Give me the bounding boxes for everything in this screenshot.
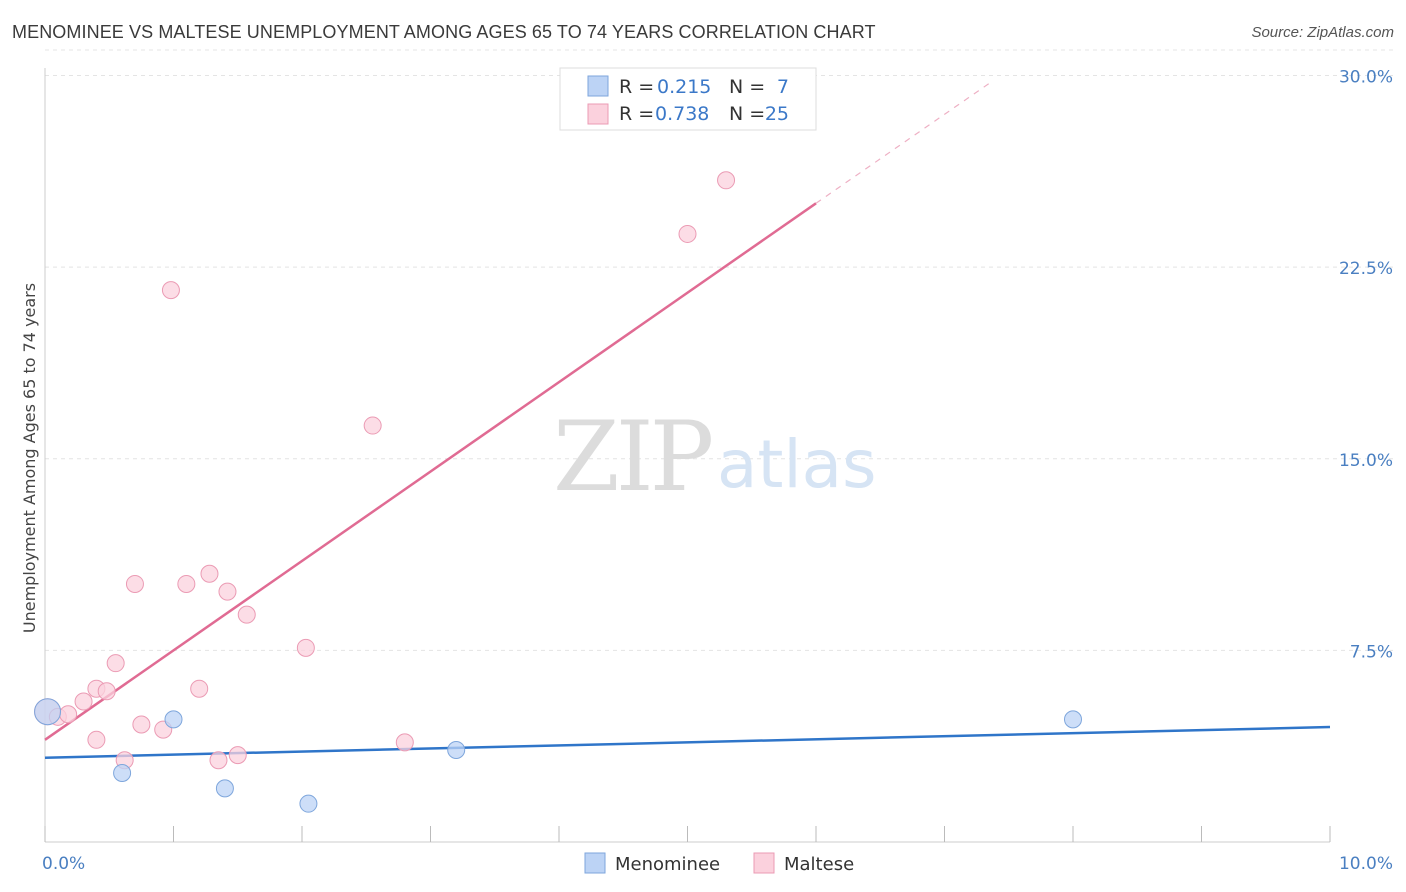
point-menominee: [1064, 710, 1082, 729]
y-tick-label: 30.0%: [1339, 68, 1393, 88]
point-maltese: [106, 654, 125, 673]
chart-title: MENOMINEE VS MALTESE UNEMPLOYMENT AMONG …: [12, 22, 876, 42]
point-maltese: [132, 715, 151, 734]
watermark-zip: ZIP: [553, 401, 712, 513]
point-maltese: [200, 564, 219, 583]
series-legend: Menominee Maltese: [584, 852, 854, 875]
legend-n-label-menominee: N =: [729, 76, 765, 98]
trend-lines: [44, 82, 1331, 759]
point-menominee: [447, 741, 466, 760]
y-axis-label: Unemployment Among Ages 65 to 74 years: [20, 283, 39, 633]
y-tick-labels: 7.5% 15.0% 22.5% 30.0%: [1339, 68, 1393, 663]
point-maltese: [59, 705, 78, 724]
point-maltese: [678, 224, 697, 243]
point-maltese: [363, 416, 382, 435]
point-menominee: [299, 794, 318, 813]
point-maltese: [395, 733, 414, 752]
series-legend-swatch-menominee: [584, 852, 606, 874]
point-menominee: [34, 698, 62, 726]
legend-swatch-maltese: [587, 103, 609, 125]
trend-line-maltese: [44, 202, 817, 741]
point-menominee: [113, 764, 132, 783]
point-maltese: [190, 679, 209, 698]
y-tick-label: 7.5%: [1350, 642, 1393, 662]
point-maltese: [97, 682, 116, 701]
series-legend-label-menominee: Menominee: [615, 854, 720, 875]
legend-n-value-menominee: 7: [777, 76, 789, 98]
legend-n-value-maltese: 25: [765, 103, 789, 125]
y-tick-label: 15.0%: [1339, 451, 1393, 471]
legend-n-label-maltese: N =: [729, 103, 765, 125]
legend-r-value-menominee: 0.215: [657, 76, 711, 98]
point-maltese: [125, 574, 144, 593]
x-tick-label-min: 0.0%: [42, 854, 85, 874]
point-maltese: [87, 730, 106, 749]
watermark-atlas: atlas: [717, 426, 877, 503]
correlation-legend: R = 0.215 N = 7 R = 0.738 N = 25: [559, 67, 817, 131]
trend-line-maltese-extension: [815, 82, 990, 204]
point-maltese: [717, 171, 736, 190]
data-points: [34, 171, 1082, 813]
source-label: Source: ZipAtlas.com: [1251, 24, 1394, 41]
point-maltese: [74, 692, 93, 711]
point-maltese: [161, 281, 180, 300]
point-menominee: [164, 710, 183, 729]
point-menominee: [215, 779, 234, 798]
legend-r-label-maltese: R =: [619, 103, 654, 125]
legend-swatch-menominee: [587, 75, 609, 97]
legend-r-label-menominee: R =: [619, 76, 654, 98]
point-maltese: [237, 605, 256, 624]
point-maltese: [177, 574, 196, 593]
point-maltese: [218, 582, 237, 601]
series-legend-swatch-maltese: [753, 852, 775, 874]
point-maltese: [209, 751, 228, 770]
legend-r-value-maltese: 0.738: [655, 103, 709, 125]
x-tick-label-max: 10.0%: [1339, 854, 1393, 874]
grid-lines: [45, 49, 1393, 651]
point-maltese: [296, 638, 315, 657]
trend-line-menominee: [44, 725, 1331, 759]
y-tick-label: 22.5%: [1339, 259, 1393, 279]
x-axis-ticks: [44, 826, 1331, 842]
point-maltese: [228, 746, 247, 765]
series-legend-label-maltese: Maltese: [784, 854, 854, 875]
